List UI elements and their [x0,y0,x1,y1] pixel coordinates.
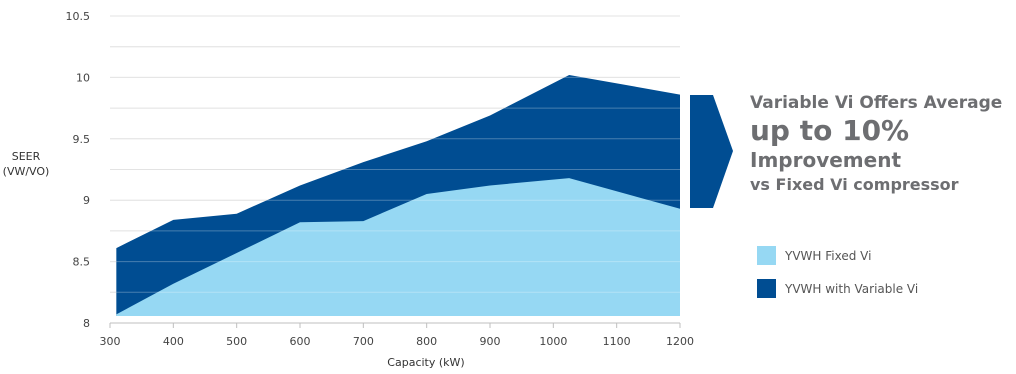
legend: YVWH Fixed Vi YVWH with Variable Vi [757,246,918,312]
area-series-1 [116,178,681,316]
legend-swatch-fixed-vi [757,246,776,265]
callout-line-3: Improvement [750,148,902,172]
y-tick-label: 8 [83,317,90,330]
legend-item-fixed-vi: YVWH Fixed Vi [757,246,918,265]
y-axis-title-line1: SEER [12,150,41,163]
y-tick-label: 9.5 [73,133,91,146]
y-tick-label: 9 [83,194,90,207]
x-tick-label: 400 [163,335,184,348]
callout-line-4: vs Fixed Vi compressor [750,175,959,194]
axes [109,322,681,328]
legend-swatch-variable-vi [757,279,776,298]
x-tick-label: 300 [100,335,121,348]
x-tick-label: 1200 [666,335,694,348]
legend-label-fixed-vi: YVWH Fixed Vi [785,248,872,263]
callout-line-2: up to 10% [750,114,910,147]
improvement-callout: Variable Vi Offers Average up to 10% Imp… [750,92,1012,196]
chart-areas [116,74,681,316]
callout-arrow [690,95,733,208]
y-axis-title-line2: (VW/VO) [3,165,50,178]
callout-line-1: Variable Vi Offers Average [750,93,1003,113]
x-tick-label: 1100 [603,335,631,348]
x-axis-title: Capacity (kW) [387,356,464,369]
legend-item-variable-vi: YVWH with Variable Vi [757,279,918,298]
x-tick-label: 700 [353,335,374,348]
x-tick-label: 500 [226,335,247,348]
x-tick-label: 600 [290,335,311,348]
y-tick-labels: 8 8.5 9 9.5 10 10.5 [66,10,91,330]
y-tick-label: 10.5 [66,10,91,23]
x-tick-label: 800 [416,335,437,348]
x-tick-label: 900 [480,335,501,348]
y-tick-label: 10 [76,71,90,84]
legend-label-variable-vi: YVWH with Variable Vi [785,281,919,296]
x-tick-label: 1000 [539,335,567,348]
x-tick-labels: 300 400 500 600 700 800 900 1000 1100 1200 [100,335,695,348]
y-tick-label: 8.5 [73,256,91,269]
